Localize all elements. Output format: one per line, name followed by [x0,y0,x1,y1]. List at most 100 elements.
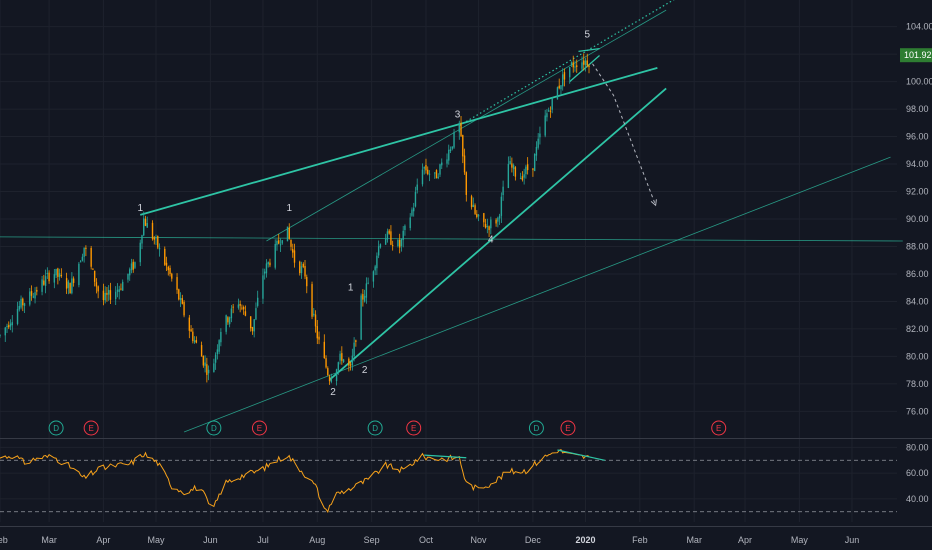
candle-body [232,306,234,308]
candle-body [537,138,539,148]
candle-body [85,247,87,250]
candle-body [32,296,35,298]
candle-body [318,336,320,340]
candle-body [288,227,290,239]
candle-body [512,165,515,170]
candle-body [193,340,196,343]
candle-body [342,359,345,363]
candle-body [97,286,99,292]
candle-body [264,271,266,274]
candle-body [411,209,413,216]
candle-body [497,217,499,222]
candle-body [558,85,560,89]
event-marker-icon [251,420,267,436]
candle-body [402,230,404,241]
candle-body [249,316,252,329]
price-tick-label: 78.00 [906,379,929,389]
candle-body [188,317,191,331]
candle-body [562,74,564,87]
candle-body [463,155,466,173]
candle-body [269,262,271,266]
event-marker-icon [711,420,727,436]
candle-body [404,225,406,231]
price-tick-label: 96.00 [906,132,929,142]
candle-body [155,237,157,239]
candle-body [79,261,82,263]
candle-body [256,297,259,306]
candle-body [195,340,198,343]
candle-body [325,358,327,368]
time-tick-label: Aug [309,535,325,545]
event-marker-icon [406,420,422,436]
candle-body [547,110,550,112]
candle-body [8,325,10,328]
candle-body [328,376,331,382]
candle-body [165,262,168,266]
candle-body [423,167,425,169]
rsi-divergence-line [557,449,605,461]
candle-body [523,174,525,178]
candle-body [314,314,317,327]
candle-body [428,173,431,175]
candle-body [36,290,38,292]
candle-body [563,72,566,80]
candle-body [365,283,368,298]
candle-body [323,341,326,359]
rsi-tick-label: 40.00 [906,494,929,504]
candle-body [169,267,171,274]
candle-body [292,249,294,253]
candle-body [244,311,247,316]
rsi-line [0,448,590,514]
last-price-label: 101.92 [904,50,932,60]
candle-body [339,353,341,361]
candle-body [476,214,478,218]
price-tick-label: 76.00 [906,406,929,416]
time-tick-label: Mar [686,535,702,545]
candle-body [20,298,22,308]
candle-body [206,364,208,375]
candle-body [129,269,131,276]
candle-body [535,146,538,156]
candle-body [237,304,240,308]
candle-body [330,378,333,382]
candle-body [81,256,84,261]
candle-body [388,230,390,234]
candle-body [255,308,257,320]
candle-body [207,369,210,374]
candle-body [178,289,180,300]
event-marker-icon [48,420,64,436]
candle-body [533,154,536,172]
time-tick-label: Jun [203,535,218,545]
price-tick-label: 86.00 [906,269,929,279]
candle-body [484,224,487,228]
candle-body [44,276,47,286]
candle-body [311,284,313,317]
event-marker-icon [206,420,222,436]
candle-body [500,196,503,216]
candle-body [227,317,229,323]
time-tick-label: Feb [0,535,8,545]
candle-body [71,278,73,294]
price-tick-label: 84.00 [906,296,929,306]
price-tick-label: 90.00 [906,214,929,224]
candle-body [483,213,485,223]
candle-body [458,122,460,133]
candle-body [400,238,403,247]
price-tick-label: 88.00 [906,241,929,251]
candle-body [376,255,378,269]
candle-body [507,163,510,188]
candle-body [349,364,352,366]
candle-body [421,169,424,185]
candle-body [153,237,155,240]
candle-body [114,291,117,300]
candle-body [397,239,399,247]
candle-body [556,87,559,100]
candle-body [276,240,278,246]
candle-body [451,146,453,149]
price-tick-label: 98.00 [906,104,929,114]
candle-body [29,291,31,305]
candle-body [78,263,80,286]
wave-label: 1 [286,203,292,214]
candle-body [183,301,185,316]
